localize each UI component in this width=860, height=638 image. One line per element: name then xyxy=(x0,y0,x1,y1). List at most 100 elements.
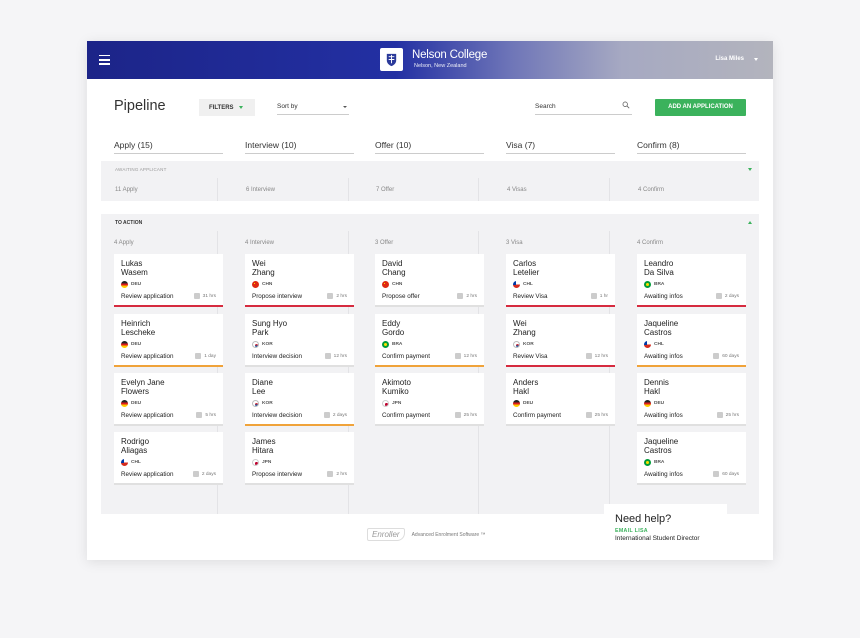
bra-flag-icon xyxy=(644,281,651,288)
action-label: Awaiting infos xyxy=(644,412,683,419)
country-badge: DEU xyxy=(121,341,141,348)
time-value: 25 hrs xyxy=(594,412,608,418)
action-section-header[interactable]: TO ACTION xyxy=(101,214,759,231)
action-count: 4 Interview xyxy=(245,240,275,246)
sort-dropdown[interactable]: Sort by xyxy=(277,99,349,115)
clock-icon xyxy=(454,412,461,418)
action-label: Propose interview xyxy=(252,471,303,478)
applicant-card[interactable]: Jaqueline Castros BRA Awaiting infos 60 days xyxy=(637,432,746,485)
add-application-button[interactable]: ADD AN APPLICATION xyxy=(655,99,746,116)
brand-logo[interactable]: Nelson College Nelson, New Zealand xyxy=(380,48,487,71)
page-title: Pipeline xyxy=(114,98,166,114)
search-icon[interactable] xyxy=(622,101,630,109)
country-code: DEU xyxy=(131,282,142,287)
applicant-card[interactable]: Diane Lee KOR Interview decision 2 days xyxy=(245,373,354,426)
action-label: Review application xyxy=(121,353,174,360)
country-badge: BRA xyxy=(644,281,664,288)
country-badge: BRA xyxy=(382,341,402,348)
country-code: DEU xyxy=(654,401,665,406)
country-code: BRA xyxy=(392,342,403,347)
applicant-card[interactable]: Wei Zhang CHN Propose interview 2 hrs xyxy=(245,254,354,307)
column-header[interactable]: Visa (7) xyxy=(506,140,615,154)
help-title: Need help? xyxy=(615,513,672,525)
applicant-card[interactable]: Akimoto Kumiko JPN Confirm payment 25 hrs xyxy=(375,373,484,426)
last-name: Hakl xyxy=(644,387,661,396)
action-label: Interview decision xyxy=(252,412,303,419)
time-badge: 2 hrs xyxy=(327,293,347,299)
time-badge: 60 days xyxy=(713,471,739,477)
country-badge: DEU xyxy=(513,400,533,407)
action-label: Confirm payment xyxy=(382,412,430,419)
action-label: Awaiting infos xyxy=(644,471,683,478)
top-bar: Nelson College Nelson, New Zealand Lisa … xyxy=(87,41,773,79)
applicant-name: David Chang xyxy=(382,259,478,277)
enroller-logo: Enroller xyxy=(367,528,405,541)
awaiting-section-header[interactable]: AWAITING APPLICANT xyxy=(101,161,759,178)
caret-down-icon xyxy=(238,106,243,109)
column-header[interactable]: Interview (10) xyxy=(245,140,354,154)
last-name: Letelier xyxy=(513,268,540,277)
applicant-card[interactable]: Jaqueline Castros CHL Awaiting infos 60 days xyxy=(637,314,746,367)
applicant-name: Akimoto Kumiko xyxy=(382,378,478,396)
applicant-card[interactable]: Heinrich Lescheke DEU Review application 1 d… xyxy=(114,314,223,367)
applicant-card[interactable]: Sung Hyo Park KOR Interview decision 12 hrs xyxy=(245,314,354,367)
last-name: Castros xyxy=(644,446,672,455)
country-code: KOR xyxy=(523,342,534,347)
applicant-card[interactable]: Eddy Gordo BRA Confirm payment 12 hrs xyxy=(375,314,484,367)
first-name: David xyxy=(382,259,403,268)
time-value: 2 days xyxy=(332,412,347,418)
awaiting-count: 4 Visas xyxy=(507,187,527,193)
applicant-name: Wei Zhang xyxy=(252,259,348,277)
applicant-card[interactable]: Carlos Letelier CHL Review Visa 1 hr xyxy=(506,254,615,307)
column-divider xyxy=(217,178,218,201)
country-code: KOR xyxy=(262,342,273,347)
applicant-card[interactable]: David Chang CHN Propose offer 2 hrs xyxy=(375,254,484,307)
country-code: BRA xyxy=(654,282,665,287)
country-code: CHL xyxy=(131,460,141,465)
time-badge: 2 days xyxy=(192,471,216,477)
time-badge: 2 hrs xyxy=(457,293,477,299)
first-name: Wei xyxy=(513,319,527,328)
applicant-card[interactable]: Wei Zhang KOR Review Visa 12 hrs xyxy=(506,314,615,367)
applicant-card[interactable]: Leandro Da Silva BRA Awaiting infos 2 days xyxy=(637,254,746,307)
action-label: Awaiting infos xyxy=(644,353,683,360)
menu-icon[interactable] xyxy=(99,55,110,65)
email-link[interactable]: EMAIL LISA xyxy=(615,528,648,534)
time-value: 25 hrs xyxy=(463,412,477,418)
clock-icon xyxy=(716,412,723,418)
first-name: Jaqueline xyxy=(644,319,679,328)
column-divider xyxy=(609,178,610,201)
last-name: Aliagas xyxy=(121,446,148,455)
applicant-name: Leandro Da Silva xyxy=(644,259,740,277)
applicant-card[interactable]: Dennis Hakl DEU Awaiting infos 25 hrs xyxy=(637,373,746,426)
country-badge: DEU xyxy=(644,400,664,407)
time-value: 2 hrs xyxy=(336,293,347,299)
clock-icon xyxy=(457,293,464,299)
search-input[interactable]: Search xyxy=(535,99,632,115)
country-code: KOR xyxy=(262,401,273,406)
clock-icon xyxy=(585,353,592,359)
applicant-card[interactable]: Rodrigo Aliagas CHL Review application 2 day… xyxy=(114,432,223,485)
action-count: 4 Apply xyxy=(114,240,134,246)
first-name: Diane xyxy=(252,378,273,387)
chl-flag-icon xyxy=(644,341,651,348)
filters-button[interactable]: FILTERS xyxy=(199,99,255,116)
awaiting-applicant-section: AWAITING APPLICANT 11 Apply 6 Interview 7 … xyxy=(101,161,759,201)
applicant-name: Heinrich Lescheke xyxy=(121,319,217,337)
applicant-card[interactable]: James Hitara JPN Propose interview 2 hrs xyxy=(245,432,354,485)
deu-flag-icon xyxy=(121,400,128,407)
brand-name: Nelson College xyxy=(412,49,488,61)
country-code: JPN xyxy=(262,460,272,465)
column-header[interactable]: Apply (15) xyxy=(114,140,223,154)
user-menu[interactable]: Lisa Miles xyxy=(715,56,758,62)
action-count: 3 Offer xyxy=(375,240,394,246)
column-header[interactable]: Confirm (8) xyxy=(637,140,746,154)
column-header[interactable]: Offer (10) xyxy=(375,140,484,154)
applicant-card[interactable]: Anders Hakl DEU Confirm payment 25 hrs xyxy=(506,373,615,426)
first-name: Evelyn Jane xyxy=(121,378,165,387)
time-value: 2 days xyxy=(201,471,216,477)
clock-icon xyxy=(195,353,202,359)
applicant-card[interactable]: Evelyn Jane Flowers DEU Review application 5… xyxy=(114,373,223,426)
applicant-name: James Hitara xyxy=(252,437,348,455)
applicant-card[interactable]: Lukas Wasem DEU Review application 31 hrs xyxy=(114,254,223,307)
